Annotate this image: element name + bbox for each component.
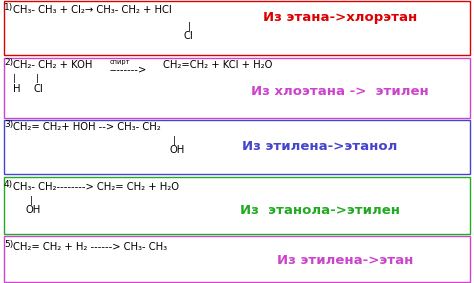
Text: OH: OH [170,145,185,155]
Text: Cl: Cl [184,31,194,41]
FancyBboxPatch shape [4,236,470,282]
Text: CH₂= CH₂+ HOH --> CH₃- CH₂: CH₂= CH₂+ HOH --> CH₃- CH₂ [13,122,161,132]
Text: CH₂=CH₂ + KCl + H₂O: CH₂=CH₂ + KCl + H₂O [163,60,273,70]
Text: Из этана->хлорэтан: Из этана->хлорэтан [263,12,417,25]
FancyBboxPatch shape [4,120,470,174]
Text: CH₃- CH₃ + Cl₂→ CH₃- CH₂ + HCl: CH₃- CH₃ + Cl₂→ CH₃- CH₂ + HCl [13,5,172,15]
Text: 5): 5) [4,240,13,249]
Text: CH₃- CH₂--------> CH₂= CH₂ + H₂O: CH₃- CH₂--------> CH₂= CH₂ + H₂O [13,182,179,192]
FancyBboxPatch shape [4,177,470,234]
Text: |: | [13,74,16,83]
Text: H: H [13,84,20,94]
Text: |: | [36,74,39,83]
Text: Из хлоэтана ->  этилен: Из хлоэтана -> этилен [251,85,429,98]
Text: спирт: спирт [110,59,130,65]
Text: Из этилена->этан: Из этилена->этан [277,254,413,267]
Text: Из  этанола->этилен: Из этанола->этилен [240,203,400,216]
Text: 4): 4) [4,180,13,189]
Text: |: | [173,136,176,145]
Text: Cl: Cl [34,84,44,94]
Text: CH₂- CH₂ + KOH: CH₂- CH₂ + KOH [13,60,92,70]
Text: 1): 1) [4,3,13,12]
Text: CH₂= CH₂ + H₂ ------> CH₃- CH₃: CH₂= CH₂ + H₂ ------> CH₃- CH₃ [13,242,167,252]
Text: -------->: --------> [110,65,147,75]
FancyBboxPatch shape [4,58,470,118]
Text: Из этилена->этанол: Из этилена->этанол [242,140,398,153]
Text: |: | [188,22,191,31]
Text: |: | [30,196,33,205]
FancyBboxPatch shape [4,1,470,55]
Text: OH: OH [26,205,41,215]
Text: 3): 3) [4,120,13,129]
Text: 2): 2) [4,58,13,67]
